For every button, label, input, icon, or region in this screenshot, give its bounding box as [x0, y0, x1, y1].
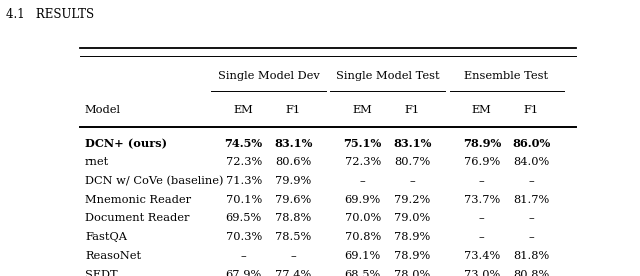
Text: 79.2%: 79.2% [394, 195, 431, 205]
Text: EM: EM [353, 105, 372, 115]
Text: 70.3%: 70.3% [225, 232, 262, 242]
Text: 70.1%: 70.1% [225, 195, 262, 205]
Text: FastQA: FastQA [85, 232, 127, 242]
Text: –: – [410, 176, 415, 186]
Text: 69.9%: 69.9% [344, 195, 381, 205]
Text: 83.1%: 83.1% [274, 138, 312, 149]
Text: 81.8%: 81.8% [513, 251, 550, 261]
Text: 78.8%: 78.8% [275, 213, 312, 224]
Text: Ensemble Test: Ensemble Test [465, 71, 548, 81]
Text: 78.9%: 78.9% [394, 251, 431, 261]
Text: 83.1%: 83.1% [393, 138, 431, 149]
Text: 70.8%: 70.8% [344, 232, 381, 242]
Text: 73.4%: 73.4% [463, 251, 500, 261]
Text: DCN+ (ours): DCN+ (ours) [85, 138, 167, 149]
Text: 79.0%: 79.0% [394, 213, 431, 224]
Text: F1: F1 [404, 105, 420, 115]
Text: 78.9%: 78.9% [463, 138, 501, 149]
Text: 77.4%: 77.4% [275, 270, 312, 276]
Text: 71.3%: 71.3% [225, 176, 262, 186]
Text: 70.0%: 70.0% [344, 213, 381, 224]
Text: 75.1%: 75.1% [344, 138, 382, 149]
Text: Document Reader: Document Reader [85, 213, 189, 224]
Text: EM: EM [234, 105, 253, 115]
Text: –: – [360, 176, 365, 186]
Text: Mnemonic Reader: Mnemonic Reader [85, 195, 191, 205]
Text: –: – [479, 213, 484, 224]
Text: rnet: rnet [85, 157, 109, 167]
Text: 79.6%: 79.6% [275, 195, 312, 205]
Text: 4.1   RESULTS: 4.1 RESULTS [6, 8, 95, 21]
Text: 78.5%: 78.5% [275, 232, 312, 242]
Text: 72.3%: 72.3% [225, 157, 262, 167]
Text: 78.9%: 78.9% [394, 232, 431, 242]
Text: 73.0%: 73.0% [463, 270, 500, 276]
Text: 84.0%: 84.0% [513, 157, 550, 167]
Text: SEDT: SEDT [85, 270, 118, 276]
Text: –: – [529, 232, 534, 242]
Text: 69.1%: 69.1% [344, 251, 381, 261]
Text: ReasoNet: ReasoNet [85, 251, 141, 261]
Text: –: – [241, 251, 246, 261]
Text: 86.0%: 86.0% [512, 138, 550, 149]
Text: 80.8%: 80.8% [513, 270, 550, 276]
Text: 73.7%: 73.7% [463, 195, 500, 205]
Text: 80.7%: 80.7% [394, 157, 431, 167]
Text: 74.5%: 74.5% [225, 138, 263, 149]
Text: Single Model Dev: Single Model Dev [218, 71, 319, 81]
Text: 76.9%: 76.9% [463, 157, 500, 167]
Text: Single Model Test: Single Model Test [336, 71, 439, 81]
Text: 72.3%: 72.3% [344, 157, 381, 167]
Text: –: – [479, 176, 484, 186]
Text: 80.6%: 80.6% [275, 157, 312, 167]
Text: –: – [479, 232, 484, 242]
Text: Model: Model [85, 105, 121, 115]
Text: DCN w/ CoVe (baseline): DCN w/ CoVe (baseline) [85, 176, 223, 186]
Text: 68.5%: 68.5% [344, 270, 381, 276]
Text: 78.0%: 78.0% [394, 270, 431, 276]
Text: F1: F1 [524, 105, 539, 115]
Text: 79.9%: 79.9% [275, 176, 312, 186]
Text: 69.5%: 69.5% [225, 213, 262, 224]
Text: F1: F1 [285, 105, 301, 115]
Text: –: – [529, 213, 534, 224]
Text: 81.7%: 81.7% [513, 195, 550, 205]
Text: 67.9%: 67.9% [225, 270, 262, 276]
Text: –: – [529, 176, 534, 186]
Text: EM: EM [472, 105, 492, 115]
Text: –: – [291, 251, 296, 261]
